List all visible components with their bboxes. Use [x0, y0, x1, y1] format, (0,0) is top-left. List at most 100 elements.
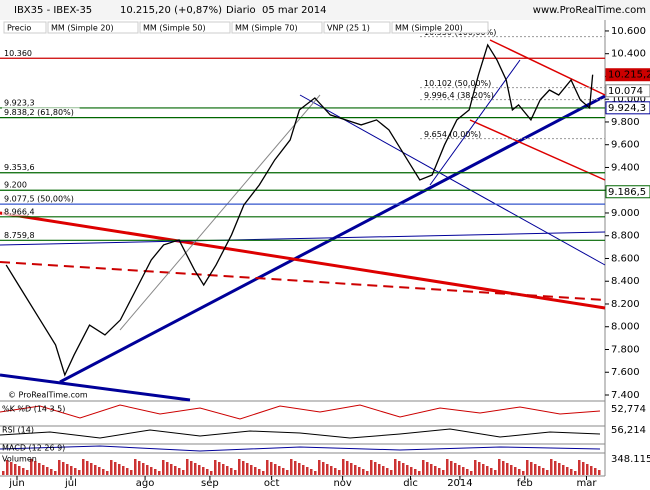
- volume-bar: [334, 468, 337, 475]
- trend-line: [0, 231, 606, 246]
- volume-bar: [490, 468, 493, 475]
- volume-bar: [406, 465, 409, 475]
- volume-bar: [514, 467, 517, 475]
- volume-bar: [102, 469, 105, 475]
- volume-bar: [486, 466, 489, 475]
- volume-bar: [242, 461, 245, 475]
- volume-bar: [518, 469, 521, 475]
- volume-bar: [578, 460, 581, 475]
- y-tick-label: 10.000: [611, 94, 646, 105]
- volume-bar: [2, 471, 5, 475]
- volume-bar: [426, 462, 429, 475]
- y-tick-label: 9.400: [611, 162, 640, 173]
- volume-bar: [534, 464, 537, 475]
- y-tick-label: 9.600: [611, 140, 640, 151]
- rsi-line: [0, 428, 601, 439]
- volume-bar: [90, 463, 93, 475]
- volume-bar: [570, 469, 573, 475]
- level-label: 9.923,3: [4, 98, 35, 107]
- volume-bar: [470, 471, 473, 475]
- y-tick-label: 10.400: [611, 49, 646, 60]
- volume-bar: [58, 460, 61, 475]
- y-tick-label: 8.600: [611, 253, 640, 264]
- right-label-box: [605, 84, 650, 98]
- volume-bar: [522, 471, 525, 475]
- right-label: 9.186,5: [608, 187, 646, 198]
- volume-bar: [574, 471, 577, 475]
- source: www.ProRealTime.com: [533, 5, 646, 16]
- trend-line: [0, 261, 606, 301]
- right-label-box: [605, 101, 650, 115]
- y-tick-label: 7.800: [611, 344, 640, 355]
- legend-entry: MM (Simple 50): [143, 24, 206, 33]
- volume-bar: [370, 460, 373, 475]
- volume-bar: [358, 467, 361, 475]
- level-label: 8.966,4: [4, 207, 35, 216]
- volume-bar: [310, 469, 313, 475]
- volume-bar: [174, 466, 177, 475]
- x-tick-label: jun: [8, 478, 24, 489]
- volume-bar: [394, 459, 397, 475]
- volume-bar: [78, 470, 81, 475]
- level-label-bg: [2, 107, 80, 117]
- legend-box: [139, 21, 231, 34]
- volume-bar: [22, 468, 25, 475]
- volume-bar: [346, 461, 349, 475]
- volume-bar: [26, 470, 29, 475]
- level-label-bg: [2, 97, 39, 107]
- indicator-name: RSI (14): [2, 426, 34, 435]
- right-label: 9.924,3: [608, 103, 646, 114]
- y-tick-label: 8.200: [611, 299, 640, 310]
- volume-bar: [510, 465, 513, 475]
- volume-bar: [282, 468, 285, 475]
- level-label: 9.838,2 (61,80%): [4, 108, 74, 117]
- volume-bar: [6, 460, 9, 475]
- level-label: 9.077,5 (50,00%): [4, 195, 74, 204]
- level-label: 9.200: [4, 181, 27, 190]
- volume-bar: [118, 464, 121, 475]
- volume-bar: [246, 463, 249, 475]
- volume-bar: [30, 459, 33, 475]
- level-label-bg: [2, 180, 29, 190]
- volume-bar: [366, 471, 369, 475]
- indicator-value: 348.115: [611, 454, 650, 465]
- volume-bar: [362, 469, 365, 475]
- x-tick-label: 2014: [447, 478, 472, 489]
- legend-entry: MM (Simple 20): [51, 24, 114, 33]
- volume-bar: [538, 466, 541, 475]
- volume-bar: [298, 463, 301, 475]
- volume-bar: [86, 461, 89, 475]
- volume-bar: [98, 467, 101, 475]
- volume-bar: [38, 463, 41, 475]
- volume-bar: [554, 461, 557, 475]
- volume-bar: [14, 464, 17, 475]
- y-tick-label: 7.600: [611, 367, 640, 378]
- volume-bar: [62, 462, 65, 475]
- level-label: 8.759,8: [4, 231, 35, 240]
- volume-bar: [290, 459, 293, 475]
- volume-bar: [390, 470, 393, 475]
- volume-bar: [466, 469, 469, 475]
- date: 05 mar 2014: [262, 5, 327, 16]
- volume-bar: [230, 468, 233, 475]
- volume-bar: [258, 469, 261, 475]
- y-tick-label: 10.600: [611, 26, 646, 37]
- volume-bar: [254, 467, 257, 475]
- volume-bar: [546, 470, 549, 475]
- watermark: © ProRealTime.com: [8, 391, 88, 400]
- volume-bar: [82, 459, 85, 475]
- header-bar: [0, 0, 650, 20]
- level-label-bg: [2, 206, 39, 216]
- legend-box: [47, 21, 139, 34]
- quote: 10.215,20 (+0,87%): [120, 5, 222, 16]
- volume-bar: [190, 461, 193, 475]
- volume-bars: [2, 459, 601, 475]
- right-label-box: [605, 68, 650, 82]
- volume-bar: [442, 470, 445, 475]
- volume-bar: [134, 459, 137, 475]
- level-label-bg: [2, 194, 80, 204]
- volume-bar: [530, 462, 533, 475]
- volume-bar: [462, 467, 465, 475]
- trend-line: [299, 94, 606, 266]
- volume-bar: [306, 467, 309, 475]
